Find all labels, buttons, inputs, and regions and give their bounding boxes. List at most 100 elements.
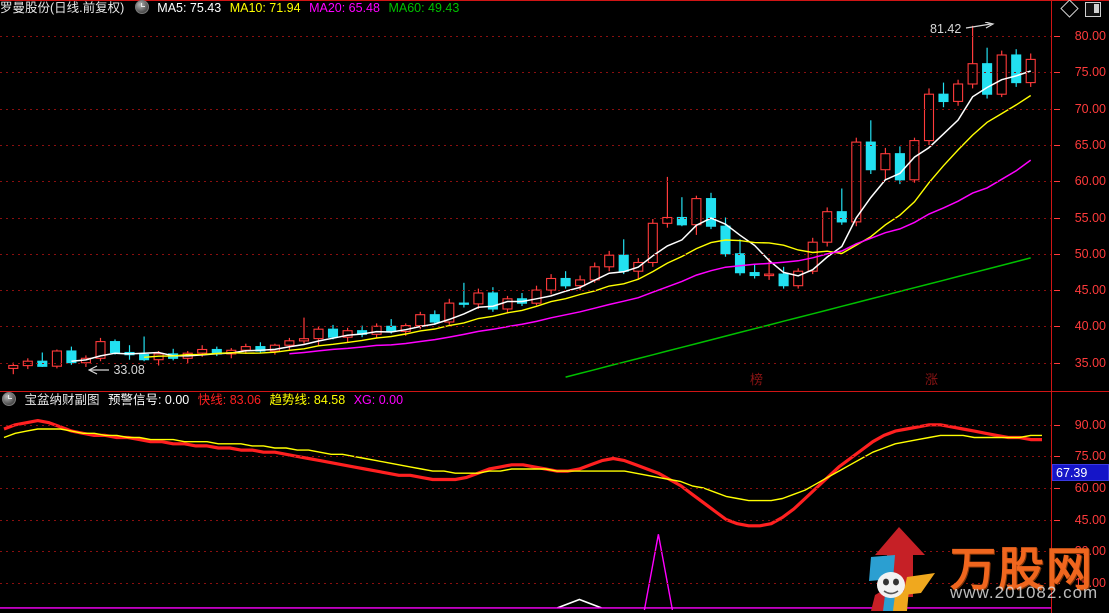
candle-body xyxy=(778,273,789,287)
ma5-readout: MA5: 75.43 xyxy=(157,1,222,15)
ma10-readout: MA10: 71.94 xyxy=(229,1,301,15)
logo-url: www.201082.com xyxy=(950,583,1099,602)
grid-line xyxy=(0,218,1052,219)
axis-tick xyxy=(1054,456,1060,457)
candle-body xyxy=(749,272,760,277)
candle-body xyxy=(1011,54,1022,84)
price-panel[interactable]: 80.00 75.00 70.00 65.00 60.00 55.00 50.00 45.00… xyxy=(0,0,1109,392)
candle-body xyxy=(938,93,949,103)
axis-label: 60.00 xyxy=(1074,174,1106,188)
trend-line-readout: 趋势线: 84.58 xyxy=(269,393,346,407)
ma60-readout: MA60: 49.43 xyxy=(388,1,460,15)
ma-line-10 xyxy=(144,94,1032,358)
candle-body xyxy=(487,292,498,310)
mark-bang: 榜 xyxy=(750,373,764,388)
symbol-title[interactable]: 罗曼股份(日线.前复权) xyxy=(0,1,125,15)
axis-tick xyxy=(1054,36,1060,37)
indicator-axis-line xyxy=(1051,392,1052,613)
candle-body xyxy=(429,314,440,323)
candle-body xyxy=(982,63,993,95)
candle-body xyxy=(836,211,847,223)
ma-line-60 xyxy=(565,257,1031,378)
axis-label: 90.00 xyxy=(1074,418,1106,432)
grid-line xyxy=(0,290,1052,291)
grid-line xyxy=(0,181,1052,182)
axis-tick xyxy=(1054,488,1060,489)
candle-body xyxy=(705,198,717,227)
series-趋势线 xyxy=(3,428,1042,502)
axis-label: 50.00 xyxy=(1074,247,1106,261)
candle-body xyxy=(342,330,353,338)
candle-body xyxy=(473,292,484,305)
signal-readout: 预警信号: 0.00 xyxy=(107,393,190,407)
candle-body xyxy=(676,216,687,226)
price-axis-line xyxy=(1051,0,1052,392)
indicator-header: 宝盆纳财副图 预警信号: 0.00 快线: 83.06 趋势线: 84.58 X… xyxy=(0,392,408,409)
axis-tick xyxy=(1054,425,1060,426)
price-plot[interactable] xyxy=(0,0,1052,392)
candle-body xyxy=(604,254,615,268)
candle-body xyxy=(386,325,397,332)
candle-body xyxy=(240,346,251,351)
high-price-annotation: 81.42 xyxy=(930,22,995,36)
candle-body xyxy=(8,364,19,369)
candle-body xyxy=(51,350,62,367)
candle-body xyxy=(662,216,673,224)
candle-body xyxy=(647,222,658,264)
price-y-axis[interactable]: 80.00 75.00 70.00 65.00 60.00 55.00 50.00 45.00… xyxy=(1052,0,1109,392)
grid-line xyxy=(0,326,1052,327)
candle-body xyxy=(618,254,629,272)
candle-body xyxy=(197,348,208,354)
current-value-badge: 67.39 xyxy=(1052,464,1109,481)
candle-body xyxy=(371,325,382,335)
candle-body xyxy=(923,93,935,142)
axis-label: 45.00 xyxy=(1074,513,1106,527)
candle-body xyxy=(298,338,310,342)
candle-body xyxy=(894,153,905,181)
axis-label: 35.00 xyxy=(1074,356,1106,370)
panel-divider xyxy=(0,391,1109,392)
grid-line xyxy=(0,488,1052,489)
grid-line xyxy=(0,36,1052,37)
candle-body xyxy=(734,253,746,274)
ma-line-20 xyxy=(289,159,1032,355)
axis-label: 75.00 xyxy=(1074,449,1106,463)
axis-tick xyxy=(1054,254,1060,255)
candle-body xyxy=(502,298,513,310)
top-border xyxy=(0,0,1109,1)
candle-body xyxy=(531,289,542,304)
axis-tick xyxy=(1054,520,1060,521)
axis-tick xyxy=(1054,551,1060,552)
candle-body xyxy=(284,340,295,346)
candle-body xyxy=(996,54,1007,95)
candle-body xyxy=(415,314,426,327)
axis-label: 45.00 xyxy=(1074,283,1106,297)
grid-line xyxy=(0,520,1052,521)
arrow-right-icon xyxy=(965,22,995,29)
candle-body xyxy=(313,328,324,340)
low-price-annotation: 33.08 xyxy=(88,363,145,377)
clock-icon[interactable] xyxy=(134,0,149,14)
white-marker xyxy=(557,598,602,609)
candle-body xyxy=(967,63,978,85)
axis-tick xyxy=(1054,326,1060,327)
axis-label: 70.00 xyxy=(1074,102,1106,116)
grid-line xyxy=(0,254,1052,255)
axis-tick xyxy=(1054,290,1060,291)
axis-tick xyxy=(1054,109,1060,110)
axis-label: 40.00 xyxy=(1074,319,1106,333)
candle-body xyxy=(822,211,833,243)
fast-line-readout: 快线: 83.06 xyxy=(197,393,261,407)
indicator-clock-icon[interactable] xyxy=(2,392,16,406)
axis-label: 75.00 xyxy=(1074,65,1106,79)
grid-line xyxy=(0,363,1052,364)
candle-body xyxy=(560,277,571,287)
indicator-title[interactable]: 宝盆纳财副图 xyxy=(24,393,100,407)
window-icon[interactable] xyxy=(1085,2,1101,17)
candle-body xyxy=(327,328,339,338)
candle-body xyxy=(444,302,455,323)
candle-body xyxy=(109,341,121,354)
axis-tick xyxy=(1054,145,1060,146)
indicator-y-axis[interactable]: 90.00 75.00 60.00 45.00 30.00 15.00 xyxy=(1052,392,1109,613)
